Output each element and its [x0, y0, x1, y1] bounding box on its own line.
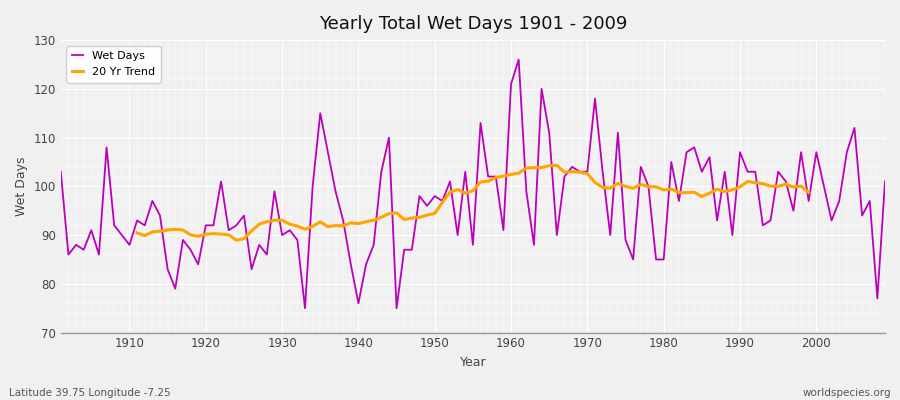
Line: Wet Days: Wet Days [61, 60, 885, 308]
20 Yr Trend [201, 232, 212, 236]
Wet Days [613, 130, 624, 135]
20 Yr Trend [399, 217, 410, 222]
X-axis label: Year: Year [460, 356, 486, 369]
Text: Latitude 39.75 Longitude -7.25: Latitude 39.75 Longitude -7.25 [9, 388, 171, 398]
Line: 20 Yr Trend: 20 Yr Trend [137, 165, 809, 240]
Text: worldspecies.org: worldspecies.org [803, 388, 891, 398]
Wet Days [284, 228, 295, 233]
20 Yr Trend [216, 232, 227, 236]
Wet Days [116, 233, 127, 238]
20 Yr Trend [131, 230, 142, 235]
Title: Yearly Total Wet Days 1901 - 2009: Yearly Total Wet Days 1901 - 2009 [319, 15, 627, 33]
Wet Days [521, 189, 532, 194]
20 Yr Trend [742, 179, 753, 184]
20 Yr Trend [276, 218, 287, 223]
20 Yr Trend [482, 179, 493, 184]
20 Yr Trend [804, 190, 814, 195]
Wet Days [879, 179, 890, 184]
Wet Days [300, 306, 310, 311]
Wet Days [56, 169, 67, 174]
Legend: Wet Days, 20 Yr Trend: Wet Days, 20 Yr Trend [67, 46, 160, 82]
Wet Days [506, 82, 517, 86]
Wet Days [513, 57, 524, 62]
Wet Days [338, 218, 348, 223]
20 Yr Trend [552, 163, 562, 168]
20 Yr Trend [231, 238, 242, 243]
Y-axis label: Wet Days: Wet Days [15, 156, 28, 216]
